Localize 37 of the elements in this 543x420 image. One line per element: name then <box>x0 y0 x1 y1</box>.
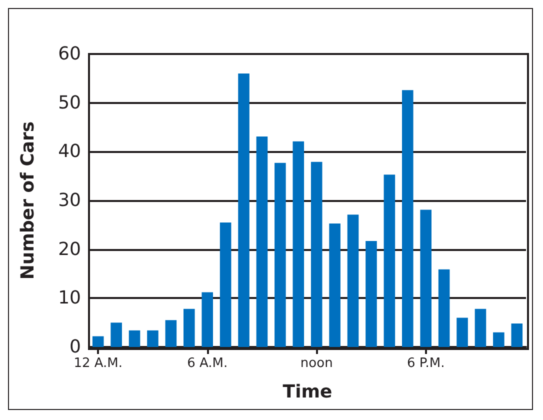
y-tick-label: 20 <box>58 238 81 260</box>
bar <box>384 174 396 347</box>
bar <box>474 308 486 347</box>
y-tick-label: 10 <box>58 288 81 309</box>
bar <box>493 332 504 347</box>
bar <box>366 241 377 347</box>
bar <box>238 74 250 347</box>
x-axis-title: Time <box>282 382 332 402</box>
x-tick-label: 6 P.M. <box>407 356 445 371</box>
bar <box>511 324 523 347</box>
bar <box>310 162 322 347</box>
bar <box>292 141 304 347</box>
y-tick-label: 60 <box>58 44 81 64</box>
x-tick-label: 6 A.M. <box>187 356 228 371</box>
y-tick-label: 40 <box>58 141 81 162</box>
y-tick-label: 0 <box>70 336 81 358</box>
bar <box>438 269 450 347</box>
x-tick-label: noon <box>300 356 333 371</box>
y-tick-label: 50 <box>58 92 81 114</box>
y-axis-title: Number of Cars <box>18 121 38 280</box>
bar <box>220 222 232 347</box>
bar <box>274 162 286 347</box>
y-tick-label: 30 <box>58 190 81 211</box>
bar <box>347 214 359 347</box>
bar <box>165 320 177 347</box>
bar <box>420 210 432 347</box>
bar <box>147 330 158 347</box>
bar <box>184 308 195 347</box>
bar <box>329 223 340 347</box>
bar <box>128 330 140 347</box>
bar <box>256 136 268 347</box>
bar <box>110 322 122 347</box>
bar <box>456 318 468 347</box>
bar <box>92 336 104 347</box>
bar <box>402 90 414 347</box>
x-tick-label: 12 A.M. <box>74 356 123 371</box>
bar <box>202 292 213 347</box>
